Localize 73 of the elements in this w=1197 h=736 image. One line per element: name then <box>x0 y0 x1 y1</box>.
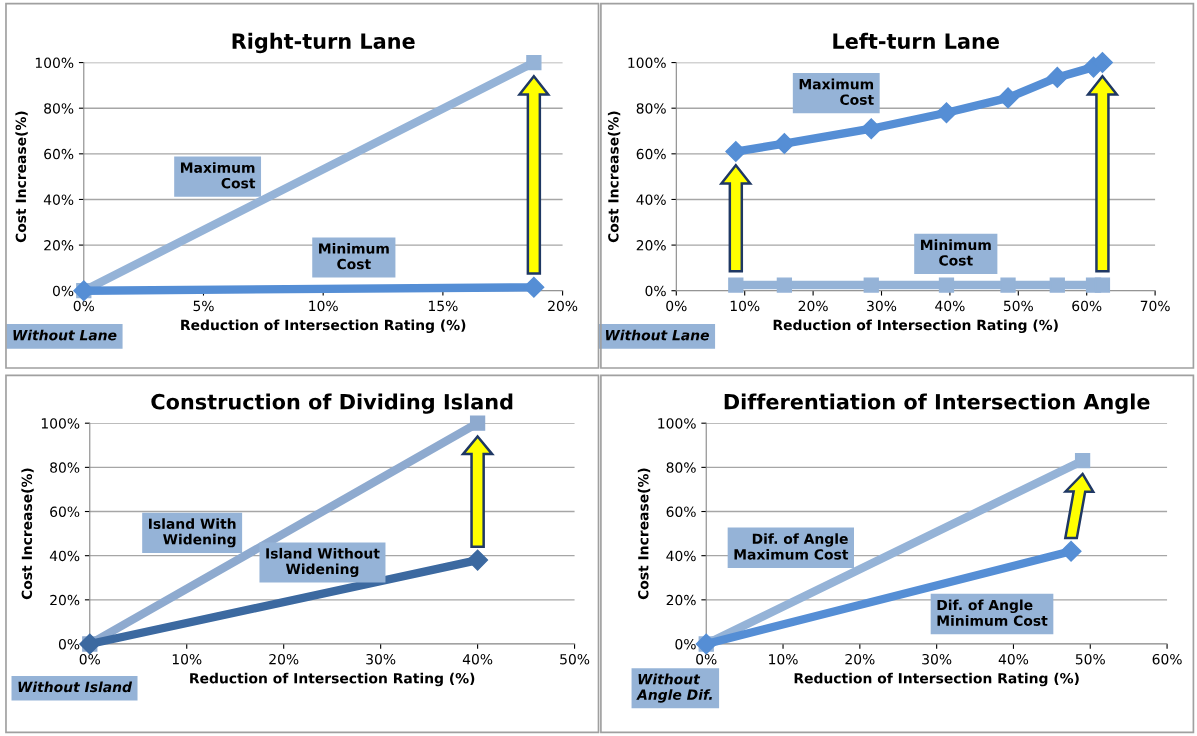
y-tick-label: 100% <box>658 418 696 429</box>
x-tick-label: 40% <box>462 653 493 665</box>
y-tick-label: 20% <box>636 240 666 251</box>
series-label: Maximum Cost <box>181 162 256 189</box>
x-tick-label: 20% <box>269 653 299 665</box>
chart-title: Construction of Dividing Island <box>151 393 513 414</box>
y-tick-label: 60% <box>666 506 696 517</box>
x-axis-title: Reduction of Intersection Rating (%) <box>794 672 1079 687</box>
x-tick-label: 60% <box>1152 653 1182 665</box>
x-tick-label: 30% <box>867 300 897 312</box>
series-label: Island With Widening <box>149 518 236 548</box>
text: Without Lane <box>13 329 117 341</box>
y-tick-label: 20% <box>666 594 696 606</box>
chart-title: Left-turn Lane <box>833 32 999 49</box>
x-tick-label: 10% <box>172 653 202 665</box>
chart-title: Right-turn Lane <box>232 32 415 54</box>
x-tick-label: 20% <box>798 300 828 312</box>
x-tick-label: 60% <box>1072 300 1102 312</box>
series-label: Minimum Cost <box>319 243 389 270</box>
x-tick-label: 30% <box>366 653 396 665</box>
y-tick-label: 80% <box>44 103 74 114</box>
series-label: Dif. of Angle Maximum Cost <box>734 533 849 560</box>
y-tick-label: 20% <box>50 594 80 606</box>
y-tick-label: 60% <box>636 148 666 160</box>
y-tick-label: 40% <box>666 550 696 562</box>
text: Without Island <box>18 681 133 693</box>
x-axis-title: Reduction of Intersection Rating (%) <box>773 319 1058 333</box>
y-tick-label: 80% <box>666 462 696 473</box>
text: Without Lane <box>605 329 709 341</box>
x-tick-label: 50% <box>560 653 590 665</box>
x-tick-label: 0% <box>79 653 101 665</box>
x-tick-label: 10% <box>309 300 338 312</box>
series-label: Minimum Cost <box>921 239 991 266</box>
series-label: Dif. of Angle Minimum Cost <box>937 599 1048 626</box>
x-tick-label: 20% <box>845 653 875 665</box>
x-tick-label: 20% <box>548 300 578 312</box>
y-tick-label: 0% <box>52 285 74 297</box>
y-tick-label: 100% <box>35 57 74 69</box>
x-axis-title: Reduction of Intersection Rating (%) <box>190 672 475 687</box>
y-axis-title: Cost Increase(%) <box>607 111 621 243</box>
x-tick-label: 40% <box>935 300 965 312</box>
y-tick-label: 100% <box>41 418 80 429</box>
x-axis-title: Reduction of Intersection Rating (%) <box>181 319 466 333</box>
x-tick-label: 10% <box>769 653 798 665</box>
y-tick-label: 40% <box>636 194 666 205</box>
y-tick-label: 40% <box>49 550 80 562</box>
y-tick-label: 80% <box>50 462 80 473</box>
y-axis-title: Cost Increase(%) <box>637 468 651 600</box>
y-tick-label: 100% <box>628 57 666 69</box>
y-tick-label: 60% <box>50 506 80 517</box>
x-tick-label: 5% <box>193 300 214 312</box>
text: Without Angle Dif. <box>636 673 712 703</box>
y-tick-label: 0% <box>645 285 666 297</box>
x-tick-label: 40% <box>998 653 1029 665</box>
y-tick-label: 40% <box>43 194 74 205</box>
x-tick-label: 50% <box>1003 300 1033 312</box>
series-label: Island Without Widening <box>266 547 380 577</box>
x-tick-label: 15% <box>428 300 458 312</box>
y-tick-label: 80% <box>636 103 666 114</box>
x-tick-label: 0% <box>696 653 717 665</box>
x-tick-label: 70% <box>1140 300 1170 312</box>
x-tick-label: 0% <box>73 300 95 312</box>
y-tick-label: 20% <box>44 240 74 251</box>
x-tick-label: 50% <box>1075 653 1105 665</box>
y-tick-label: 0% <box>675 638 696 650</box>
x-tick-label: 30% <box>922 653 952 665</box>
y-tick-label: 60% <box>44 148 74 160</box>
x-tick-label: 10% <box>730 300 760 312</box>
y-axis-title: Cost Increase(%) <box>21 468 34 600</box>
y-tick-label: 0% <box>58 638 80 650</box>
chart-title: Differentiation of Intersection Angle <box>724 393 1150 414</box>
series-label: Maximum Cost <box>799 78 874 105</box>
y-axis-title: Cost Increase(%) <box>15 111 28 243</box>
